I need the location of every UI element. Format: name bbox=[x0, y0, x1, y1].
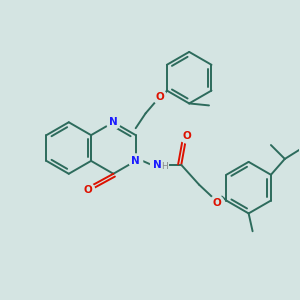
Circle shape bbox=[210, 196, 224, 209]
Circle shape bbox=[151, 156, 168, 174]
Circle shape bbox=[129, 154, 142, 168]
Text: O: O bbox=[155, 92, 164, 101]
Circle shape bbox=[180, 129, 194, 143]
Text: O: O bbox=[212, 197, 221, 208]
Text: N: N bbox=[109, 117, 118, 127]
Text: N: N bbox=[131, 156, 140, 166]
Circle shape bbox=[152, 90, 167, 104]
Text: N: N bbox=[153, 160, 162, 170]
Text: H: H bbox=[161, 162, 168, 171]
Circle shape bbox=[81, 183, 94, 196]
Text: O: O bbox=[83, 184, 92, 195]
Text: O: O bbox=[183, 131, 192, 141]
Circle shape bbox=[106, 115, 120, 129]
